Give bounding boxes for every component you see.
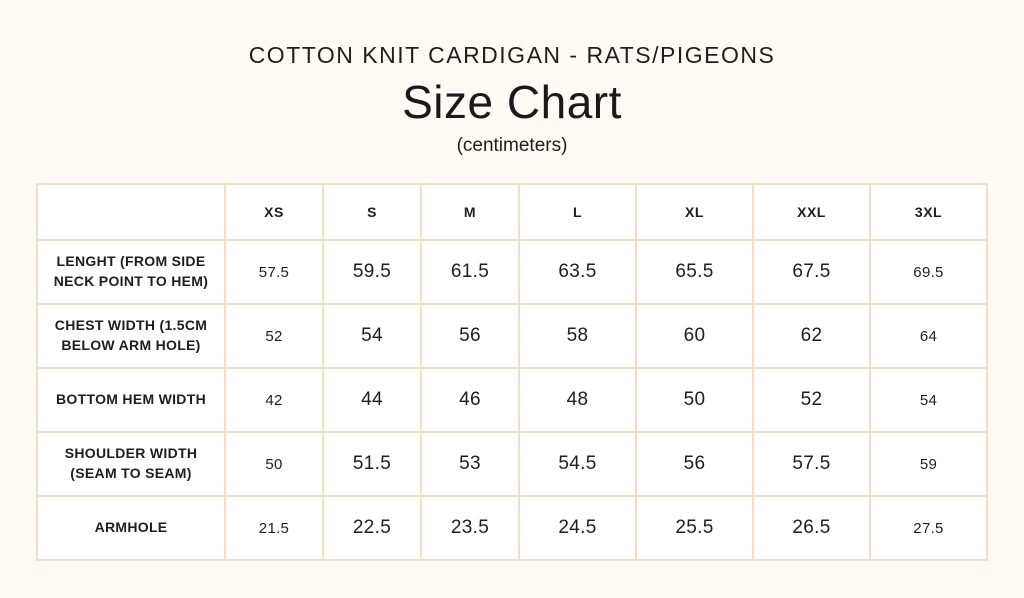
cell-length-m: 61.5 bbox=[420, 239, 520, 305]
cell-shoulder-s: 51.5 bbox=[322, 431, 422, 497]
cell-armhole-3xl: 27.5 bbox=[869, 495, 988, 561]
product-line-subtitle: COTTON KNIT CARDIGAN - RATS/PIGEONS bbox=[248, 42, 776, 68]
row-label-length: LENGHT (FROM SIDE NECK POINT TO HEM) bbox=[36, 239, 226, 305]
row-label-armhole: ARMHOLE bbox=[36, 495, 226, 561]
unit-note: (centimeters) bbox=[456, 135, 568, 156]
cell-chest-3xl: 64 bbox=[869, 303, 988, 369]
cell-chest-xs: 52 bbox=[224, 303, 324, 369]
cell-bottom-hem-s: 44 bbox=[322, 367, 422, 433]
cell-length-3xl: 69.5 bbox=[869, 239, 988, 305]
cell-armhole-l: 24.5 bbox=[518, 495, 637, 561]
table-row-armhole: ARMHOLE 21.5 22.5 23.5 24.5 25.5 26.5 27… bbox=[36, 495, 988, 561]
header-block: COTTON KNIT CARDIGAN - RATS/PIGEONS Size… bbox=[0, 0, 1024, 157]
cell-bottom-hem-l: 48 bbox=[518, 367, 637, 433]
cell-shoulder-xl: 56 bbox=[635, 431, 754, 497]
cell-length-s: 59.5 bbox=[322, 239, 422, 305]
cell-chest-xxl: 62 bbox=[752, 303, 871, 369]
cell-length-xl: 65.5 bbox=[635, 239, 754, 305]
cell-shoulder-m: 53 bbox=[420, 431, 520, 497]
column-header-l: L bbox=[518, 183, 637, 241]
size-chart-table: XS S M L XL XXL 3XL LENGHT (FROM SIDE NE… bbox=[36, 183, 988, 561]
cell-chest-l: 58 bbox=[518, 303, 637, 369]
row-label-chest: CHEST WIDTH (1.5CM BELOW ARM HOLE) bbox=[36, 303, 226, 369]
cell-length-l: 63.5 bbox=[518, 239, 637, 305]
page-title: Size Chart bbox=[402, 76, 622, 128]
column-header-m: M bbox=[420, 183, 520, 241]
cell-armhole-xs: 21.5 bbox=[224, 495, 324, 561]
cell-length-xs: 57.5 bbox=[224, 239, 324, 305]
cell-bottom-hem-xl: 50 bbox=[635, 367, 754, 433]
cell-chest-s: 54 bbox=[322, 303, 422, 369]
cell-shoulder-xxl: 57.5 bbox=[752, 431, 871, 497]
cell-shoulder-xs: 50 bbox=[224, 431, 324, 497]
cell-bottom-hem-3xl: 54 bbox=[869, 367, 988, 433]
cell-bottom-hem-m: 46 bbox=[420, 367, 520, 433]
column-header-xs: XS bbox=[224, 183, 324, 241]
row-label-bottom-hem: BOTTOM HEM WIDTH bbox=[36, 367, 226, 433]
cell-armhole-s: 22.5 bbox=[322, 495, 422, 561]
cell-armhole-m: 23.5 bbox=[420, 495, 520, 561]
table-header-row: XS S M L XL XXL 3XL bbox=[36, 183, 988, 241]
cell-length-xxl: 67.5 bbox=[752, 239, 871, 305]
column-header-xxl: XXL bbox=[752, 183, 871, 241]
cell-chest-m: 56 bbox=[420, 303, 520, 369]
table-row-chest: CHEST WIDTH (1.5CM BELOW ARM HOLE) 52 54… bbox=[36, 303, 988, 369]
column-header-blank bbox=[36, 183, 226, 241]
cell-armhole-xl: 25.5 bbox=[635, 495, 754, 561]
column-header-xl: XL bbox=[635, 183, 754, 241]
row-label-shoulder: SHOULDER WIDTH (SEAM TO SEAM) bbox=[36, 431, 226, 497]
cell-bottom-hem-xs: 42 bbox=[224, 367, 324, 433]
table-row-bottom-hem: BOTTOM HEM WIDTH 42 44 46 48 50 52 54 bbox=[36, 367, 988, 433]
cell-chest-xl: 60 bbox=[635, 303, 754, 369]
cell-armhole-xxl: 26.5 bbox=[752, 495, 871, 561]
cell-shoulder-l: 54.5 bbox=[518, 431, 637, 497]
column-header-3xl: 3XL bbox=[869, 183, 988, 241]
cell-bottom-hem-xxl: 52 bbox=[752, 367, 871, 433]
cell-shoulder-3xl: 59 bbox=[869, 431, 988, 497]
table-row-length: LENGHT (FROM SIDE NECK POINT TO HEM) 57.… bbox=[36, 239, 988, 305]
column-header-s: S bbox=[322, 183, 422, 241]
table-row-shoulder: SHOULDER WIDTH (SEAM TO SEAM) 50 51.5 53… bbox=[36, 431, 988, 497]
